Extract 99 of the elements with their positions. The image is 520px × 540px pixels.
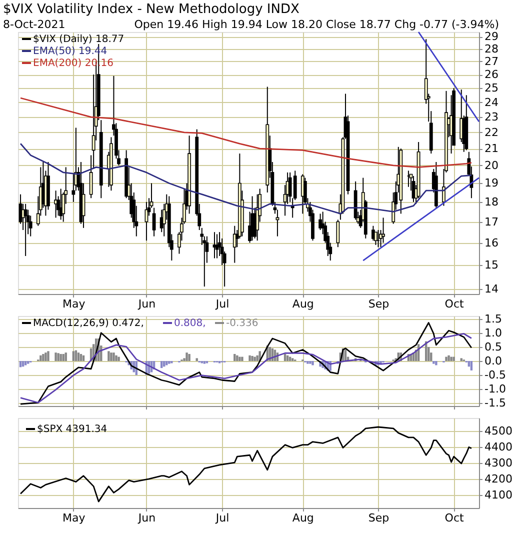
bar [312,361,314,366]
bar [62,354,64,361]
y-tick-label: -0.5 [484,368,506,382]
x-tick-label: Aug [292,298,314,310]
bar [435,361,438,366]
y-tick-label: -1.5 [484,396,506,410]
x-tick-label: May [62,512,86,524]
x-tick-label: Aug [292,512,314,524]
y-tick-label: 17 [484,215,498,228]
legend-label: $VIX (Daily) 18.77 [33,34,124,45]
bar [432,361,435,364]
y-tick-label: 15 [484,258,498,272]
bar [47,351,50,361]
bar [284,354,286,361]
y-tick-label: 4200 [484,472,512,486]
bar [186,352,188,361]
y-tick-label: 0.5 [484,340,502,354]
x-tick-label: Jun [137,298,156,310]
x-tick-label: Jun [137,512,156,524]
y-tick-label: 27 [484,55,498,68]
x-tick-label: Jul [214,298,230,310]
y-tick-label: 4100 [484,488,512,502]
bar [291,358,294,361]
x-tick-label: Jul [214,512,230,524]
y-tick-label: 1.0 [484,326,502,340]
legend-label: 0.808, [174,318,206,329]
bar [306,361,309,364]
bar [450,356,452,361]
y-tick-label: 24 [484,96,498,109]
y-tick-label: 16 [484,236,498,250]
bar [256,355,258,361]
text: 8-Oct-2021 [3,18,66,31]
bar [160,361,163,368]
bar [234,354,236,361]
candlestick [382,217,385,244]
x-tick-label: Sep [368,512,390,524]
y-tick-label: 25 [484,82,498,95]
bar [460,358,462,361]
bar [115,355,118,361]
bar [236,355,238,361]
bar [203,361,206,364]
bar [196,358,198,361]
y-tick-label: 29 [484,30,498,44]
bar [309,361,312,364]
y-tick-label: 0.0 [484,354,502,368]
bar [40,355,42,361]
y-tick-label: 20 [484,158,498,172]
bar [112,352,115,361]
bar [60,354,62,361]
bar [248,355,251,361]
y-tick-label: 21 [484,142,498,156]
bar [77,352,80,361]
y-tick-label: 28 [484,42,498,56]
bar [448,355,450,361]
line-series [20,426,472,502]
legend-label: $SPX 4391.34 [37,424,108,435]
bar [42,354,44,361]
bar [64,352,67,361]
y-tick-label: 4500 [484,424,512,438]
bar [54,352,57,361]
bar [470,361,473,370]
bar [80,354,82,361]
legend-label: MACD(12,26,9) 0.472, [33,318,144,329]
bar [108,351,110,361]
text: Open 19.46 High 19.94 Low 18.20 Close 18.77 Chg -0.77 (-3.94%) [134,18,499,31]
x-tick-label: Sep [368,298,390,310]
y-tick-label: 4300 [484,456,512,470]
bar [118,356,120,361]
bar [188,354,190,361]
bar [238,356,241,361]
bar [251,356,254,361]
y-tick-label: 18 [484,195,498,208]
bar [110,352,112,361]
x-tick-label: Oct [444,512,464,524]
y-tick-label: -1.0 [484,382,506,396]
bar [44,352,47,361]
candlestick [336,219,340,248]
bar [57,353,60,361]
bar [26,361,30,364]
bar [452,356,455,361]
bar [241,356,244,361]
y-tick-label: 1.5 [484,312,502,326]
x-tick-label: Oct [444,298,464,310]
y-tick-label: 19 [484,176,498,190]
y-tick-label: 22 [484,126,498,139]
x-tick-label: May [62,298,86,310]
chart-title: $VIX Volatility Index - New Methodology INDX [3,2,300,17]
bar [72,351,75,361]
y-tick-label: 23 [484,110,498,124]
legend-label: -0.336 [226,318,258,329]
y-tick-label: 14 [484,282,498,296]
line-series [20,333,472,404]
candlestick [24,203,28,256]
bar [445,356,448,361]
bar [254,356,256,361]
candlestick [232,225,236,264]
y-tick-label: 26 [484,68,498,82]
bar [168,361,170,364]
y-tick-label: 4400 [484,440,512,454]
